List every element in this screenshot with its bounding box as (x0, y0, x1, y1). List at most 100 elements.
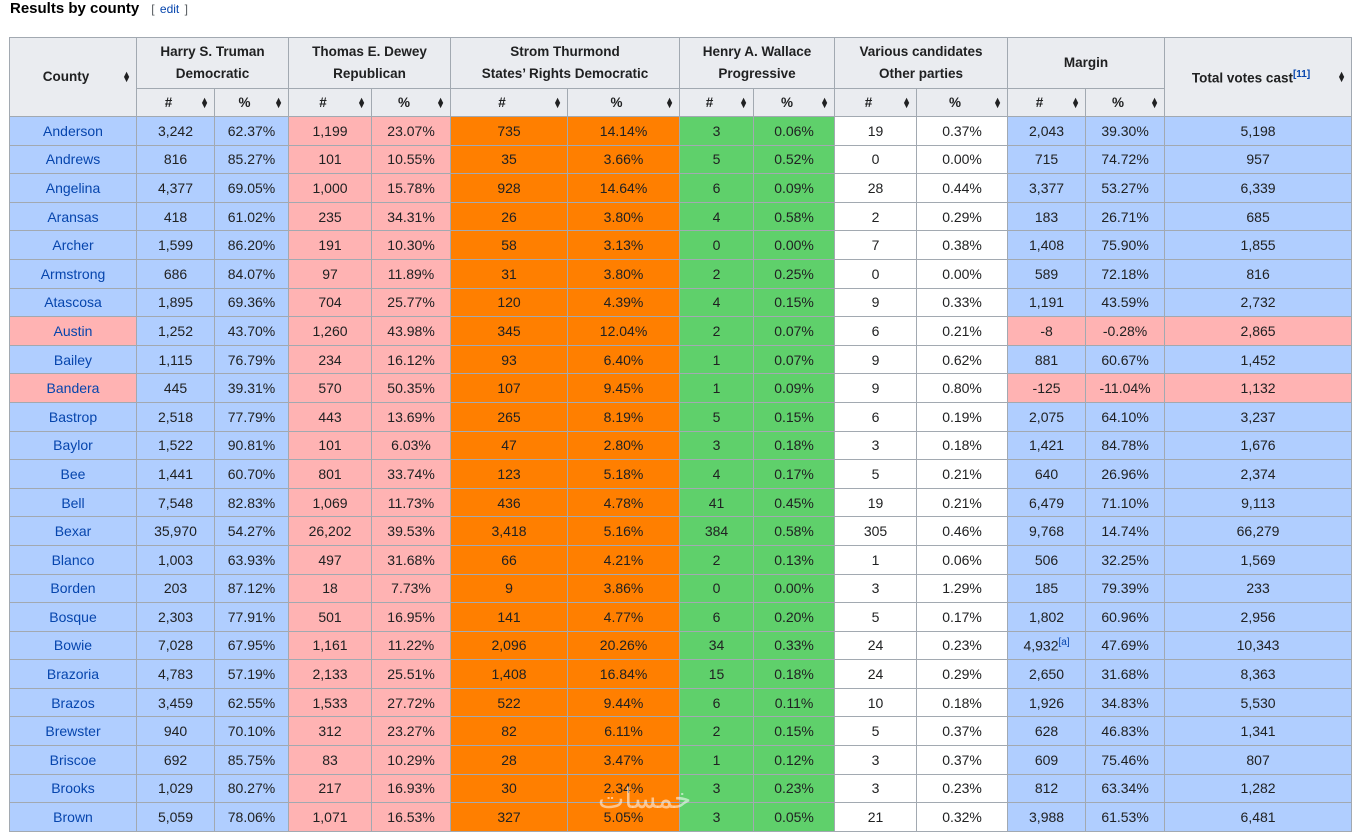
sub-header-dewey-pct[interactable]: % ▲ ▼ (371, 88, 452, 117)
county-cell[interactable]: Bandera (9, 373, 137, 403)
wallace-votes-value: 5 (712, 408, 721, 425)
col-total-header[interactable]: Total votes cast[11] ▲ ▼ (1164, 37, 1353, 117)
county-cell[interactable]: Blanco (9, 544, 137, 575)
county-cell-value[interactable]: Borden (50, 580, 96, 597)
county-cell-value[interactable]: Archer (52, 237, 94, 254)
county-cell[interactable]: Andrews (9, 144, 137, 175)
total-votes: 10,343 (1164, 630, 1353, 661)
county-cell-value[interactable]: Brown (53, 809, 93, 826)
edit-link[interactable]: edit (159, 2, 180, 16)
county-cell[interactable]: Bowie (9, 630, 137, 661)
county-cell[interactable]: Angelina (9, 173, 137, 203)
other-pct-value: 0.17% (942, 608, 982, 625)
county-cell-value[interactable]: Bailey (53, 351, 93, 368)
margin-votes: 881 (1007, 344, 1087, 375)
county-cell-value[interactable]: Andrews (45, 151, 101, 168)
dewey-votes-value: 2,133 (312, 666, 348, 683)
sub-header-various-pct[interactable]: % ▲ ▼ (916, 88, 1009, 117)
county-cell[interactable]: Bosque (9, 602, 137, 632)
county-cell-value[interactable]: Aransas (47, 208, 99, 225)
sub-header-various-num[interactable]: # ▲ ▼ (834, 88, 918, 117)
sort-icon[interactable]: ▲ ▼ (1337, 69, 1347, 84)
wallace-votes: 384 (679, 516, 755, 546)
county-cell-value[interactable]: Armstrong (40, 265, 106, 282)
sort-icon[interactable]: ▲ ▼ (274, 94, 284, 110)
other-votes: 5 (834, 602, 918, 632)
sort-icon[interactable]: ▲ ▼ (820, 94, 830, 110)
county-cell-value[interactable]: Bosque (49, 608, 97, 625)
county-cell[interactable]: Briscoe (9, 745, 137, 775)
sub-header-margin-pct[interactable]: % ▲ ▼ (1085, 88, 1166, 117)
county-cell[interactable]: Atascosa (9, 287, 137, 318)
county-cell-value[interactable]: Brewster (45, 723, 101, 740)
county-cell[interactable]: Brooks (9, 773, 137, 804)
county-cell[interactable]: Brazoria (9, 659, 137, 689)
sort-icon[interactable]: ▲ ▼ (993, 94, 1003, 110)
sort-icon[interactable]: ▲ ▼ (200, 94, 209, 110)
county-cell[interactable]: Brown (9, 802, 137, 832)
county-cell-value[interactable]: Bandera (46, 380, 100, 397)
county-cell[interactable]: Bee (9, 459, 137, 489)
thurmond-votes: 522 (450, 687, 569, 718)
sub-header-truman-num[interactable]: # ▲ ▼ (136, 88, 215, 117)
sort-icon[interactable]: ▲ ▼ (665, 94, 675, 110)
county-cell[interactable]: Bell (9, 487, 137, 518)
sub-header-wallace-pct[interactable]: % ▲ ▼ (753, 88, 836, 117)
county-cell-value[interactable]: Bell (61, 494, 85, 511)
county-cell[interactable]: Archer (9, 230, 137, 260)
col-county-header[interactable]: County ▲ ▼ (9, 37, 137, 117)
county-cell-value[interactable]: Blanco (51, 551, 95, 568)
sub-header-thurmond-pct[interactable]: % ▲ ▼ (567, 88, 681, 117)
county-cell-value[interactable]: Bexar (54, 523, 92, 540)
county-cell[interactable]: Baylor (9, 430, 137, 461)
county-cell[interactable]: Armstrong (9, 258, 137, 289)
county-cell-value[interactable]: Bee (60, 465, 86, 482)
other-votes: 24 (834, 659, 918, 689)
county-cell[interactable]: Bastrop (9, 401, 137, 432)
sort-icon[interactable]: ▲ ▼ (1150, 94, 1160, 110)
county-cell-value[interactable]: Bastrop (48, 408, 98, 425)
sort-icon[interactable]: ▲ ▼ (553, 94, 563, 110)
county-cell-value[interactable]: Austin (53, 322, 93, 339)
county-cell-value[interactable]: Atascosa (44, 294, 102, 311)
sub-header-margin-num[interactable]: # ▲ ▼ (1007, 88, 1087, 117)
thurmond-votes: 30 (450, 773, 569, 804)
county-cell[interactable]: Bexar (9, 516, 137, 546)
county-cell[interactable]: Anderson (9, 116, 137, 146)
wallace-votes: 2 (679, 716, 755, 747)
sort-icon[interactable]: ▲ ▼ (357, 94, 367, 110)
margin-votes-value: 1,926 (1029, 694, 1065, 711)
county-cell-value[interactable]: Brazos (51, 694, 95, 711)
sub-header-dewey-num[interactable]: # ▲ ▼ (288, 88, 373, 117)
county-cell[interactable]: Brewster (9, 716, 137, 747)
county-cell[interactable]: Brazos (9, 687, 137, 718)
wallace-votes: 3 (679, 116, 755, 146)
county-cell-value[interactable]: Brazoria (46, 666, 100, 683)
county-cell[interactable]: Austin (9, 316, 137, 346)
reference-link[interactable]: [11] (1292, 69, 1311, 81)
sort-icon[interactable]: ▲ ▼ (122, 69, 131, 84)
sub-header-wallace-num[interactable]: # ▲ ▼ (679, 88, 755, 117)
county-cell-value[interactable]: Briscoe (49, 751, 97, 768)
sort-icon[interactable]: ▲ ▼ (436, 94, 446, 110)
sort-icon[interactable]: ▲ ▼ (739, 94, 749, 110)
table-row: Blanco 1,003 63.93% 497 31.68% 66 4.21% 2 0.13% 1… (9, 544, 1353, 575)
reference-link[interactable]: [a] (1058, 637, 1070, 649)
other-votes: 0 (834, 144, 918, 175)
county-cell[interactable]: Aransas (9, 201, 137, 232)
total-votes-value: 1,569 (1240, 551, 1276, 568)
margin-votes: 9,768 (1007, 516, 1087, 546)
county-cell-value[interactable]: Anderson (43, 122, 103, 139)
sort-icon[interactable]: ▲ ▼ (902, 94, 912, 110)
table-row: Bandera 445 39.31% 570 50.35% 107 9.45% 1 0.09% 9… (9, 373, 1353, 403)
county-cell[interactable]: Borden (9, 573, 137, 604)
county-cell-value[interactable]: Baylor (53, 437, 93, 454)
county-cell-value[interactable]: Angelina (45, 179, 101, 196)
sort-icon[interactable]: ▲ ▼ (1071, 94, 1081, 110)
sub-header-thurmond-num[interactable]: # ▲ ▼ (450, 88, 569, 117)
county-cell[interactable]: Bailey (9, 344, 137, 375)
dewey-pct: 10.29% (371, 745, 452, 775)
county-cell-value[interactable]: Bowie (53, 637, 93, 654)
county-cell-value[interactable]: Brooks (51, 780, 95, 797)
sub-header-truman-pct[interactable]: % ▲ ▼ (213, 88, 290, 117)
